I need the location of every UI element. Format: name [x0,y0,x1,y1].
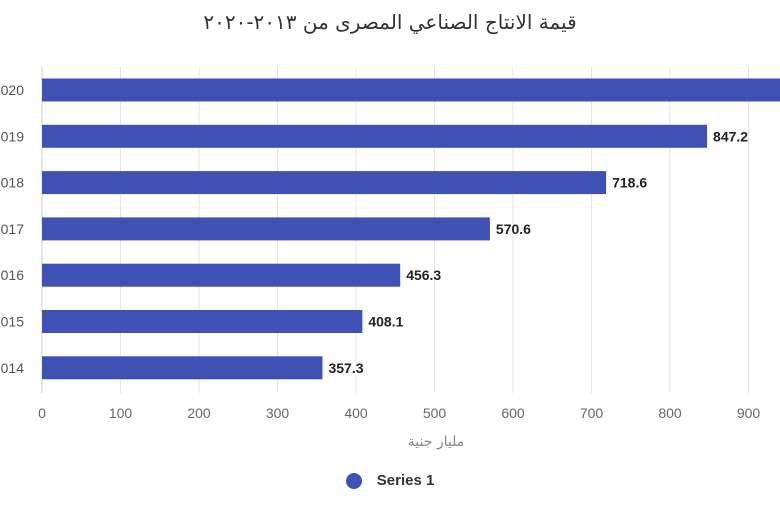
y-axis-labels: 2020 2019 2018 2017 2016 2015 2014 [0,82,24,376]
bar-2018 [42,171,607,195]
y-tick-label: 2014 [0,360,24,376]
legend-swatch [345,472,362,489]
bar-2015 [42,310,363,333]
x-tick-label: 0 [38,405,46,421]
y-tick-label: 2019 [0,128,24,144]
data-labels: 847.2 718.6 570.6 456.3 408.1 357.3 [328,128,748,375]
x-tick-label: 700 [580,405,604,421]
x-tick-label: 100 [109,405,133,421]
y-tick-label: 2018 [0,175,24,191]
x-tick-label: 400 [344,405,368,421]
data-label: 570.6 [496,221,531,237]
bar-2020 [42,78,780,102]
data-label: 847.2 [713,128,748,144]
data-label: 718.6 [612,175,647,191]
bars [42,78,780,380]
x-tick-label: 300 [266,405,290,421]
data-label: 357.3 [328,360,363,376]
y-tick-label: 2015 [0,314,24,330]
bar-2016 [42,263,401,287]
bar-2019 [42,124,708,148]
x-axis-ticks: 0 100 200 300 400 500 600 700 800 900 [38,405,760,421]
chart-title: قيمة الانتاج الصناعي المصرى من ٢٠١٣-٢٠٢٠ [203,10,577,34]
y-tick-label: 2016 [0,267,24,283]
legend: Series 1 [0,470,780,489]
data-label: 456.3 [406,267,441,283]
y-tick-label: 2020 [0,82,24,98]
bar-2017 [42,217,490,241]
x-tick-label: 900 [737,405,761,421]
x-axis-label: مليار جنية [408,434,464,450]
y-tick-label: 2017 [0,221,24,237]
x-tick-label: 200 [187,405,211,421]
x-tick-label: 600 [501,405,525,421]
data-label: 408.1 [368,314,403,330]
bar-2014 [42,356,323,380]
x-tick-label: 800 [658,405,682,421]
x-tick-label: 500 [423,405,447,421]
legend-label: Series 1 [376,472,435,489]
